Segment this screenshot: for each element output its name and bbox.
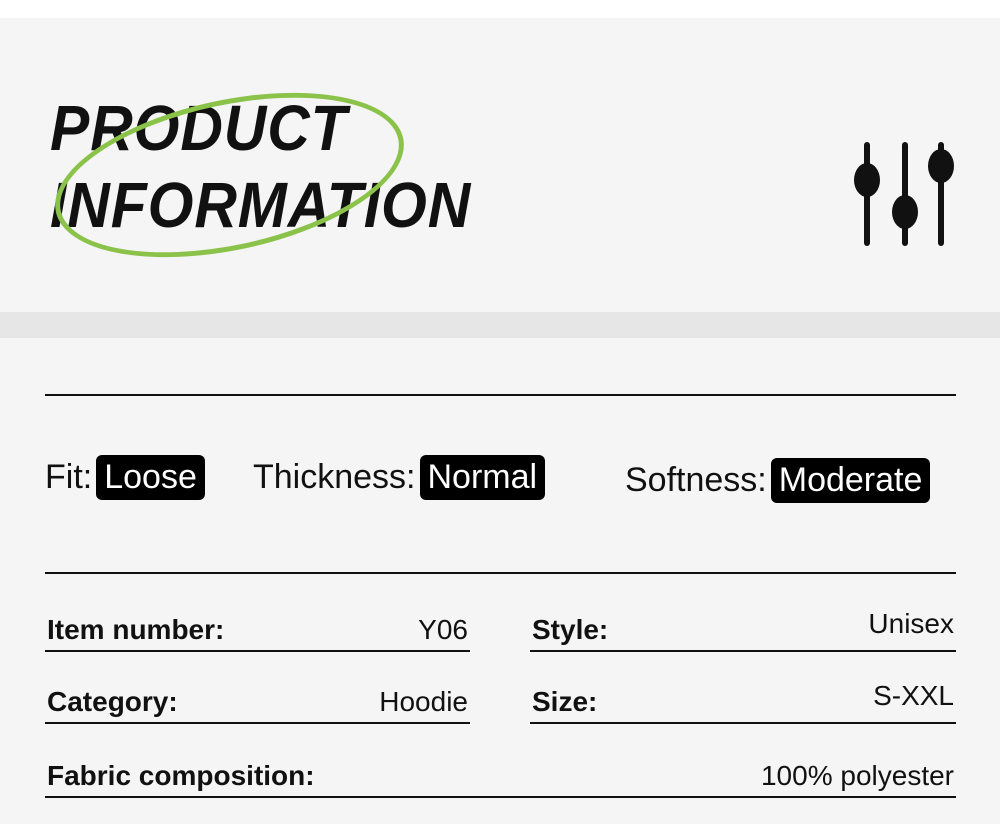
detail-value: Y06: [418, 614, 468, 645]
detail-label: Category:: [47, 686, 178, 717]
divider-band: [0, 312, 1000, 338]
attribute-badge: Loose: [96, 455, 205, 500]
detail-label: Item number:: [47, 614, 225, 645]
attribute-thickness: Thickness: Normal: [253, 455, 546, 500]
attribute-softness: Softness: Moderate: [625, 458, 931, 503]
attribute-label: Thickness:: [253, 458, 416, 496]
main-panel: [0, 338, 1000, 824]
detail-value: Unisex: [868, 608, 954, 639]
header: [0, 18, 1000, 312]
attribute-label: Fit:: [45, 458, 93, 496]
detail-value: 100% polyester: [760, 760, 954, 791]
detail-style: Style: Unisex: [530, 608, 956, 652]
detail-size: Size: S-XXL: [530, 680, 956, 724]
sliders-icon: [854, 142, 954, 246]
detail-value: S-XXL: [873, 680, 954, 711]
detail-fabric: Fabric composition: 100% polyester: [45, 758, 956, 798]
detail-label: Size:: [532, 686, 598, 717]
title-line-1: PRODUCT: [50, 92, 348, 164]
detail-label: Fabric composition:: [47, 760, 315, 791]
divider-top: [45, 394, 956, 396]
divider-middle: [45, 572, 956, 574]
detail-label: Style:: [532, 614, 609, 645]
attribute-badge: Normal: [419, 455, 546, 500]
detail-category: Category: Hoodie: [45, 684, 470, 724]
title-line-2: INFORMATION: [50, 169, 472, 241]
detail-item-number: Item number: Y06: [45, 612, 470, 652]
attribute-label: Softness:: [625, 461, 767, 499]
detail-value: Hoodie: [379, 686, 468, 717]
attribute-badge: Moderate: [770, 458, 931, 503]
attribute-fit: Fit: Loose: [45, 455, 205, 500]
